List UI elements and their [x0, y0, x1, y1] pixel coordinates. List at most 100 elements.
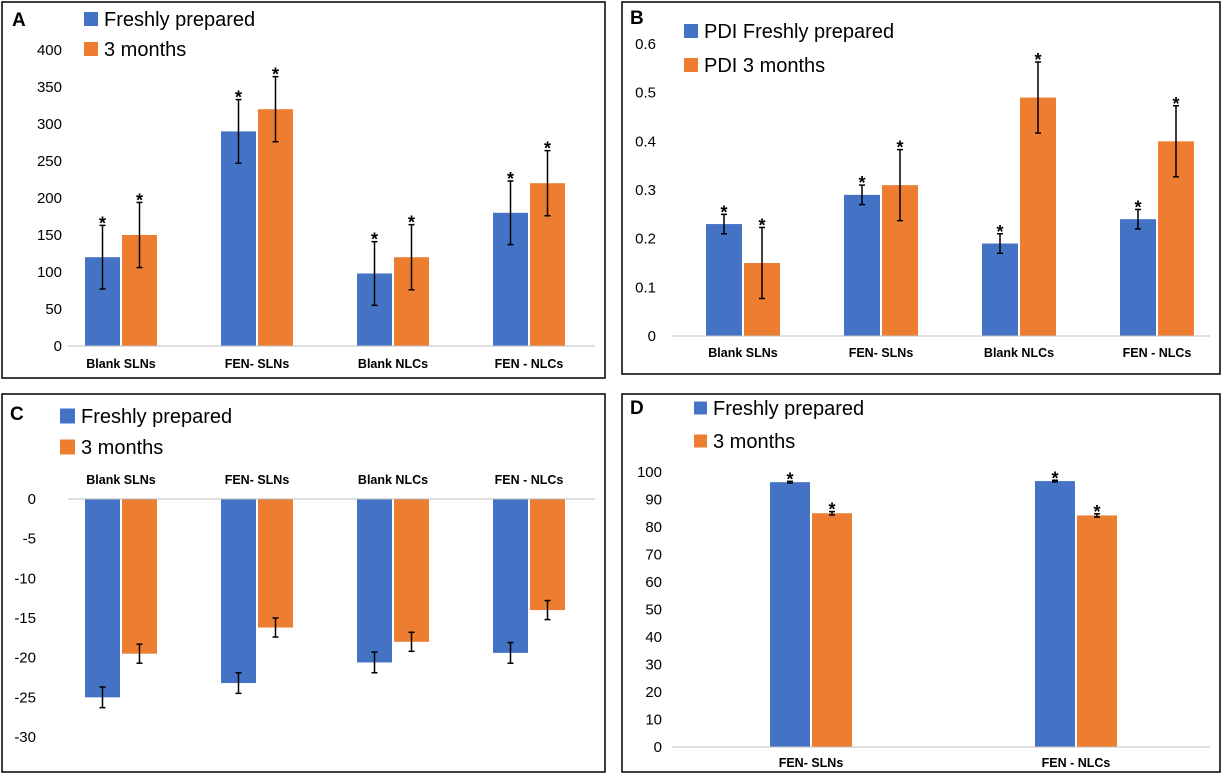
bar [258, 499, 293, 628]
bar [770, 482, 810, 747]
y-tick-label: -15 [14, 610, 36, 627]
y-tick-label: -20 [14, 650, 36, 667]
significance-star: * [996, 222, 1003, 242]
y-tick-label: -30 [14, 729, 36, 746]
bar [394, 499, 429, 642]
legend-swatch [60, 408, 75, 424]
significance-star: * [1051, 468, 1058, 488]
significance-star: * [371, 230, 378, 250]
legend-swatch [684, 24, 698, 38]
category-label: FEN - NLCs [495, 473, 564, 487]
legend-label: Freshly prepared [713, 398, 864, 420]
panel-c-border [1, 393, 606, 773]
panel-label: D [630, 398, 644, 419]
significance-star: * [786, 469, 793, 489]
significance-star: * [99, 213, 106, 233]
legend-swatch [84, 42, 98, 56]
bar [982, 243, 1018, 336]
y-tick-label: 150 [37, 227, 62, 244]
y-tick-label: 400 [37, 42, 62, 59]
legend-label: 3 months [81, 437, 163, 459]
y-tick-label: 0 [648, 328, 656, 345]
significance-star: * [1034, 50, 1041, 70]
category-label: FEN - NLCs [1123, 346, 1192, 360]
legend-swatch [60, 439, 75, 455]
y-tick-label: 70 [645, 547, 662, 564]
y-tick-label: -5 [23, 531, 36, 548]
legend-swatch [694, 434, 707, 448]
category-label: FEN - NLCs [1042, 756, 1111, 770]
panel-label: C [10, 404, 24, 425]
y-tick-label: 40 [645, 629, 662, 646]
significance-star: * [828, 500, 835, 520]
y-tick-label: -25 [14, 689, 36, 706]
y-tick-label: 50 [645, 602, 662, 619]
bar [706, 224, 742, 336]
legend-label: PDI Freshly prepared [704, 21, 894, 43]
y-tick-label: 20 [645, 684, 662, 701]
significance-star: * [235, 88, 242, 108]
panel-label: A [12, 10, 26, 31]
y-tick-label: 100 [637, 464, 662, 481]
bar [530, 499, 565, 611]
category-label: FEN- SLNs [225, 357, 290, 371]
bar [357, 499, 392, 663]
y-tick-label: 10 [645, 712, 662, 729]
legend-swatch [684, 58, 698, 72]
y-tick-label: 300 [37, 116, 62, 133]
panel-d-border [621, 393, 1221, 773]
y-tick-label: 0.4 [635, 133, 656, 150]
y-tick-label: 80 [645, 519, 662, 536]
category-label: Blank NLCs [984, 346, 1054, 360]
y-tick-label: 0 [654, 739, 662, 756]
panel-a-border [1, 1, 606, 379]
bar [493, 499, 528, 653]
legend-swatch [84, 12, 98, 26]
significance-star: * [858, 173, 865, 193]
y-tick-label: 250 [37, 153, 62, 170]
significance-star: * [507, 169, 514, 189]
significance-star: * [1093, 502, 1100, 522]
bar [844, 194, 880, 336]
y-tick-label: 0 [54, 338, 62, 355]
bar [812, 513, 852, 747]
y-tick-label: 30 [645, 657, 662, 674]
significance-star: * [1134, 197, 1141, 217]
bar [122, 499, 157, 654]
legend-label: 3 months [713, 431, 795, 453]
significance-star: * [544, 139, 551, 159]
y-tick-label: 0.6 [635, 36, 656, 53]
y-tick-label: 0.5 [635, 85, 656, 102]
significance-star: * [1172, 94, 1179, 114]
significance-star: * [408, 213, 415, 233]
bar [221, 131, 256, 346]
bar [221, 499, 256, 684]
panel-label: B [630, 8, 644, 29]
category-label: FEN - NLCs [495, 357, 564, 371]
category-label: FEN- SLNs [225, 473, 290, 487]
category-label: Blank NLCs [358, 357, 428, 371]
legend-label: Freshly prepared [104, 9, 255, 31]
significance-star: * [758, 215, 765, 235]
y-tick-label: 100 [37, 264, 62, 281]
y-tick-label: 0.3 [635, 182, 656, 199]
bar [258, 109, 293, 346]
significance-star: * [896, 138, 903, 158]
bar [1077, 515, 1117, 747]
legend-swatch [694, 401, 707, 415]
category-label: Blank SLNs [86, 357, 156, 371]
bar [1035, 481, 1075, 747]
bar [1020, 97, 1056, 337]
y-tick-label: 60 [645, 574, 662, 591]
y-tick-label: 50 [45, 301, 62, 318]
y-tick-label: 0.2 [635, 231, 656, 248]
legend-label: 3 months [104, 39, 186, 61]
category-label: FEN- SLNs [849, 346, 914, 360]
y-tick-label: 200 [37, 190, 62, 207]
category-label: Blank SLNs [708, 346, 778, 360]
category-label: FEN- SLNs [779, 756, 844, 770]
category-label: Blank SLNs [86, 473, 156, 487]
significance-star: * [136, 190, 143, 210]
y-tick-label: 350 [37, 79, 62, 96]
